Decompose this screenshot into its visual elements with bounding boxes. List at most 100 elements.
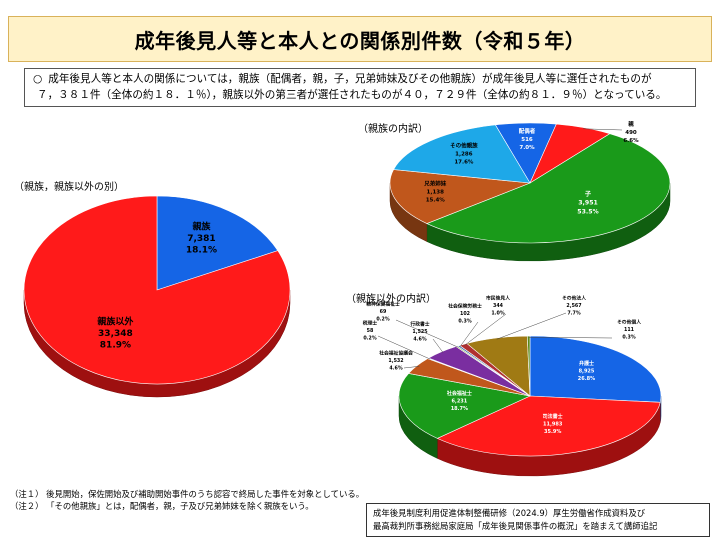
slice-value-1-4: 1,286: [455, 151, 473, 157]
slice-value-2-0: 8,925: [579, 369, 595, 375]
slice-value-2-5: 1,525: [412, 329, 427, 335]
source-box: 成年後見制度利用促進体制整備研修（2024.9）厚生労働省作成資料及び 最高裁判…: [366, 503, 710, 537]
slice-label-2-9: その他法人: [562, 295, 586, 302]
pie-slice-2-1: [436, 395, 661, 457]
slice-pct-0-0: 18.1%: [186, 245, 217, 255]
pie-slice-2-3: [408, 358, 531, 397]
title-banner: 成年後見人等と本人との関係別件数（令和５年）: [8, 16, 712, 62]
source-line-1: 成年後見制度利用促進体制整備研修（2024.9）厚生労働省作成資料及び: [373, 508, 646, 518]
pie-side-1-3: [389, 182, 428, 242]
slice-value-2-9: 2,567: [566, 303, 581, 309]
note-1: （注１） 後見開始，保佐開始及び補助開始事件のうち認容で終局した事件を対象として…: [10, 489, 365, 499]
slice-pct-1-2: 53.5%: [577, 208, 598, 215]
leader-line-2-4: [377, 335, 431, 360]
leader-line-1-1: [583, 128, 623, 131]
slice-label-2-0: 弁護士: [579, 360, 594, 367]
slice-pct-1-4: 17.6%: [454, 159, 474, 165]
slice-pct-2-0: 26.8%: [578, 376, 595, 382]
pie-slice-0-1: [23, 195, 291, 385]
slice-value-1-1: 490: [625, 130, 637, 136]
pie-side-2-2: [398, 395, 438, 459]
slice-pct-2-8: 1.0%: [491, 310, 504, 316]
pie-slice-2-5: [427, 346, 531, 397]
slice-pct-2-4: 0.2%: [363, 335, 376, 341]
pie-slice-2-6: [455, 345, 531, 397]
slice-label-1-3: 兄弟姉妹: [423, 180, 447, 188]
slice-pct-2-1: 35.9%: [544, 429, 561, 435]
slice-value-2-4: 58: [367, 328, 374, 334]
slice-value-1-3: 1,138: [427, 190, 445, 196]
chart-title-relatives: （親族の内訳）: [358, 124, 428, 135]
slice-label-2-10: その他個人: [617, 319, 641, 326]
slice-value-2-7: 102: [460, 311, 470, 317]
bullet-mark: ○: [33, 73, 43, 85]
slice-pct-2-2: 18.7%: [451, 406, 468, 412]
leader-line-2-5: [432, 338, 444, 353]
slice-pct-2-7: 0.3%: [458, 318, 471, 324]
slice-pct-2-3: 4.6%: [389, 365, 402, 371]
pie-slice-2-8: [458, 343, 531, 397]
pie-slice-2-10: [526, 335, 531, 397]
pie-side-2-1: [437, 402, 661, 477]
slice-value-2-10: 111: [624, 327, 634, 333]
slice-label-1-4: その他親族: [450, 141, 478, 149]
slice-label-2-5: 行政書士: [409, 321, 429, 328]
leader-line-2-8: [464, 313, 507, 346]
pie-side-1-2: [426, 182, 671, 262]
pie-slice-2-7: [456, 345, 531, 397]
summary-line-1: 成年後見人等と本人の関係については，親族（配偶者，親，子，兄弟姉妹及びその他親族…: [48, 73, 652, 85]
slice-value-2-2: 6,231: [451, 399, 467, 405]
leader-line-2-10: [528, 336, 613, 339]
slice-pct-2-6: 0.2%: [376, 316, 389, 322]
slice-pct-2-5: 4.6%: [413, 336, 426, 342]
slice-value-1-2: 3,951: [578, 200, 598, 207]
slice-value-0-0: 7,381: [187, 234, 215, 244]
slice-pct-1-1: 6.6%: [623, 138, 639, 144]
leader-line-2-7: [459, 321, 479, 347]
pie-slice-1-3: [389, 169, 531, 224]
slice-label-2-2: 社会福祉士: [446, 390, 472, 397]
note-2: （注２） 「その他親族」とは，配偶者，親，子及び兄弟姉妹を除く親族をいう。: [10, 501, 314, 511]
pie-slice-2-9: [466, 335, 531, 397]
slice-label-1-2: 子: [585, 191, 592, 198]
slice-label-1-0: 配偶者: [519, 127, 536, 135]
notes: （注１） 後見開始，保佐開始及び補助開始事件のうち認容で終局した事件を対象として…: [10, 488, 364, 512]
summary-box: ○ 成年後見人等と本人の関係については，親族（配偶者，親，子，兄弟姉妹及びその他親…: [24, 68, 696, 107]
chart-title-nonrelatives: （親族以外の内訳）: [346, 294, 436, 305]
slice-value-2-8: 344: [493, 303, 504, 309]
leader-line-2-9: [496, 312, 567, 340]
slice-label-1-1: 親: [628, 120, 634, 128]
slice-label-2-8: 市民後見人: [486, 295, 510, 302]
slice-value-2-6: 69: [380, 309, 387, 315]
pie-slice-1-2: [426, 133, 671, 244]
leader-line-2-6: [395, 319, 459, 348]
slice-pct-2-10: 0.3%: [622, 334, 635, 340]
slice-label-2-1: 司法書士: [543, 413, 563, 420]
source-line-2: 最高裁判所事務総局家庭局「成年後見関係事件の概況」を踏まえて講師追記: [373, 521, 658, 531]
slice-pct-0-1: 81.9%: [100, 340, 131, 350]
slice-label-0-0: 親族: [192, 220, 211, 232]
chart-title-kinship: （親族，親族以外の別）: [14, 182, 124, 193]
slice-value-2-1: 11,983: [543, 421, 563, 427]
page-title: 成年後見人等と本人との関係別件数（令和５年）: [134, 28, 586, 53]
slice-value-0-1: 33,348: [98, 329, 133, 339]
slice-label-0-1: 親族以外: [97, 315, 133, 327]
leader-line-2-3: [403, 366, 420, 369]
pie-slice-0-0: [156, 195, 279, 291]
pie-slice-2-0: [529, 335, 662, 403]
pie-slice-2-4: [426, 357, 531, 397]
slice-value-2-3: 1,532: [388, 358, 403, 364]
slice-value-1-0: 516: [521, 137, 533, 143]
pie-slice-1-0: [494, 122, 557, 184]
slice-label-2-4: 税理士: [363, 320, 378, 327]
slice-pct-2-9: 7.7%: [567, 310, 580, 316]
pie-slice-1-1: [529, 123, 611, 184]
pie-side-2-0: [660, 395, 662, 423]
pie-slice-2-2: [398, 373, 531, 439]
slice-label-2-7: 社会保険労務士: [447, 303, 482, 310]
slice-label-2-3: 社会福祉協議会: [378, 350, 413, 357]
pie-side-0-1: [23, 289, 291, 398]
